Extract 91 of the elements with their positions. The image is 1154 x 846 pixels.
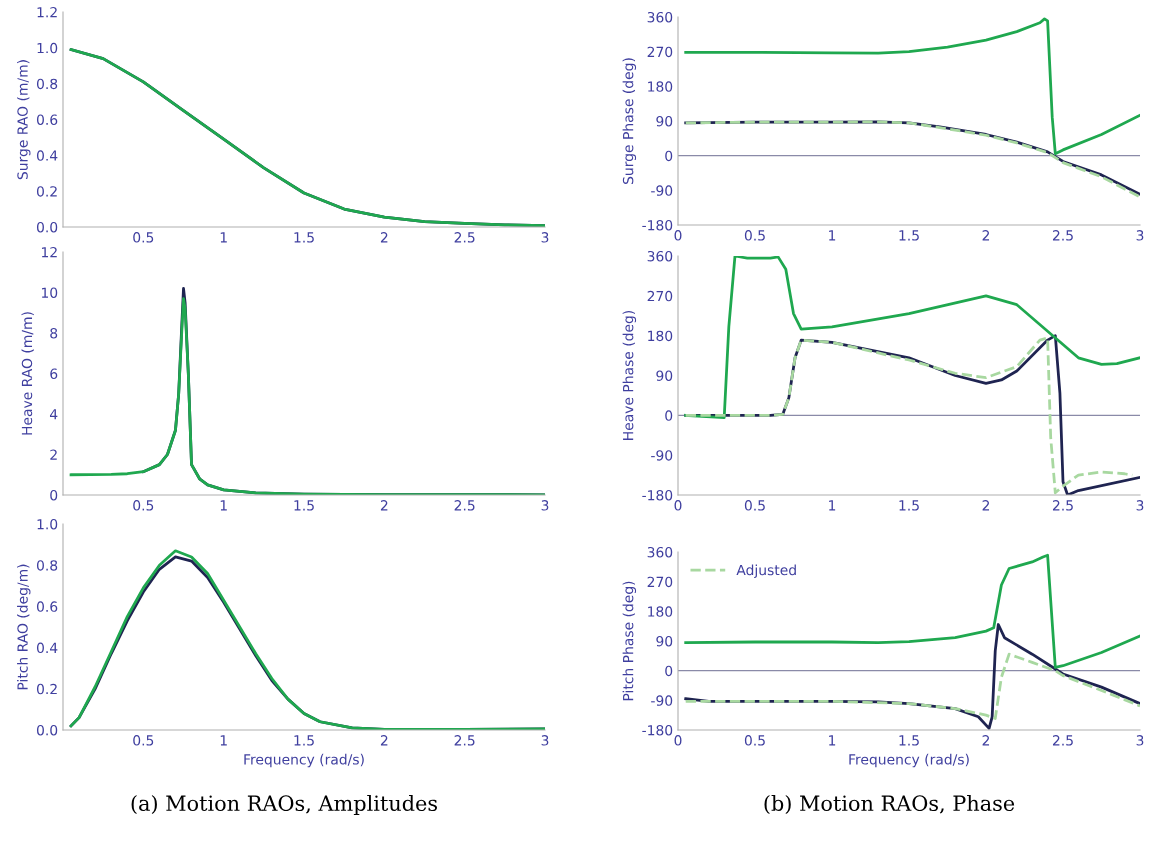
x-tick-label: 1 xyxy=(220,232,227,243)
y-tick-label: 0.0 xyxy=(36,221,58,233)
y-tick-label: 8 xyxy=(50,327,58,339)
y-tick-label: 180 xyxy=(648,330,673,342)
x-tick-label: 1 xyxy=(829,500,836,511)
y-tick-label: 180 xyxy=(648,606,673,617)
x-tick-label: 3 xyxy=(541,500,549,511)
x-tick-label: 3 xyxy=(1136,230,1144,241)
x-tick-label: 3 xyxy=(1136,735,1144,746)
y-tick-label: 0.2 xyxy=(36,683,57,695)
x-tick-label: 0.5 xyxy=(744,735,765,746)
y-tick-label: 2 xyxy=(50,449,57,460)
y-tick-label: 90 xyxy=(656,370,673,381)
y-axis-title: Heave RAO (m/m) xyxy=(21,312,34,435)
x-tick-label: 2 xyxy=(380,500,388,511)
y-tick-label: 360 xyxy=(647,11,673,23)
x-tick-label: 3 xyxy=(541,735,549,746)
x-tick-label: 1 xyxy=(829,230,836,241)
y-tick-label: 0.4 xyxy=(36,150,58,161)
y-tick-label: 270 xyxy=(647,290,673,302)
x-tick-label: 1 xyxy=(220,500,227,511)
x-tick-label: 3 xyxy=(1136,500,1144,511)
y-tick-label: 0 xyxy=(665,150,673,162)
y-tick-label: 0.6 xyxy=(36,114,58,125)
y-tick-label: 12 xyxy=(41,246,57,258)
x-tick-label: 1.5 xyxy=(899,735,919,746)
x-tick-label: 1.5 xyxy=(899,230,919,241)
y-tick-label: 90 xyxy=(656,635,673,647)
x-tick-label: 0 xyxy=(674,230,682,241)
y-tick-label: -180 xyxy=(642,219,673,231)
y-tick-label: 0.8 xyxy=(36,560,58,571)
y-tick-label: 1.2 xyxy=(37,6,57,18)
y-tick-label: 270 xyxy=(647,46,673,58)
y-tick-label: 360 xyxy=(647,250,673,262)
y-tick-label: -90 xyxy=(651,695,673,706)
y-tick-label: 270 xyxy=(647,576,673,588)
x-tick-label: 0.5 xyxy=(744,500,765,511)
y-tick-label: 10 xyxy=(41,287,58,298)
y-tick-label: 0.4 xyxy=(36,642,58,654)
x-tick-label: 2.5 xyxy=(454,500,475,511)
x-tick-label: 0.5 xyxy=(744,230,765,241)
y-axis-title: Pitch RAO (deg/m) xyxy=(17,564,31,690)
y-tick-label: 180 xyxy=(648,81,673,92)
x-tick-label: 1.5 xyxy=(899,500,919,511)
x-axis-title: Frequency (rad/s) xyxy=(244,753,364,768)
x-tick-label: 1.5 xyxy=(294,500,314,511)
x-tick-label: 2 xyxy=(380,232,388,243)
y-tick-label: -180 xyxy=(642,724,673,736)
x-tick-label: 2.5 xyxy=(1052,735,1073,746)
text: (a) Motion RAOs, Amplitudes xyxy=(131,794,437,816)
x-tick-label: 2 xyxy=(380,735,388,746)
y-axis-title: Heave Phase (deg) xyxy=(622,310,637,440)
text: (b) Motion RAOs, Phase xyxy=(764,794,1015,814)
x-tick-label: 2 xyxy=(982,230,990,241)
x-tick-label: 3 xyxy=(541,232,549,243)
x-tick-label: 0.5 xyxy=(133,500,154,511)
y-tick-label: -180 xyxy=(642,489,673,501)
y-axis-title: Surge RAO (m/m) xyxy=(17,60,31,180)
y-tick-label: -90 xyxy=(651,450,673,461)
legend-label: Adjusted xyxy=(736,564,796,578)
x-tick-label: 1.5 xyxy=(294,232,314,243)
y-tick-label: 360 xyxy=(647,546,673,558)
x-tick-label: 0.5 xyxy=(133,735,154,746)
y-tick-label: 0.6 xyxy=(36,601,58,612)
y-tick-label: 0.0 xyxy=(36,724,58,736)
x-tick-label: 2.5 xyxy=(1052,500,1073,511)
y-tick-label: 0.2 xyxy=(36,186,57,197)
x-tick-label: 0.5 xyxy=(133,232,154,243)
y-tick-label: 0 xyxy=(50,489,58,501)
x-tick-label: 1.5 xyxy=(294,735,314,746)
y-tick-label: 0.8 xyxy=(36,78,58,90)
y-tick-label: 0 xyxy=(665,665,673,677)
x-tick-label: 0 xyxy=(674,735,682,746)
x-tick-label: 1 xyxy=(220,735,227,746)
y-tick-label: 1.0 xyxy=(37,42,58,54)
y-tick-label: 1.0 xyxy=(37,518,58,530)
x-tick-label: 0 xyxy=(674,500,682,511)
x-tick-label: 2.5 xyxy=(454,735,475,746)
x-tick-label: 1 xyxy=(829,735,836,746)
y-axis-title: Surge Phase (deg) xyxy=(622,58,637,184)
y-tick-label: 6 xyxy=(50,368,58,379)
x-axis-title: Frequency (rad/s) xyxy=(849,753,969,768)
y-axis-title: Pitch Phase (deg) xyxy=(622,581,637,701)
y-tick-label: 4 xyxy=(49,409,58,420)
y-tick-label: 0 xyxy=(665,410,673,421)
x-tick-label: 2.5 xyxy=(454,232,475,243)
x-tick-label: 2 xyxy=(982,735,990,746)
y-tick-label: 90 xyxy=(656,115,673,127)
x-tick-label: 2.5 xyxy=(1052,230,1073,241)
y-tick-label: -90 xyxy=(651,185,673,196)
x-tick-label: 2 xyxy=(982,500,990,511)
